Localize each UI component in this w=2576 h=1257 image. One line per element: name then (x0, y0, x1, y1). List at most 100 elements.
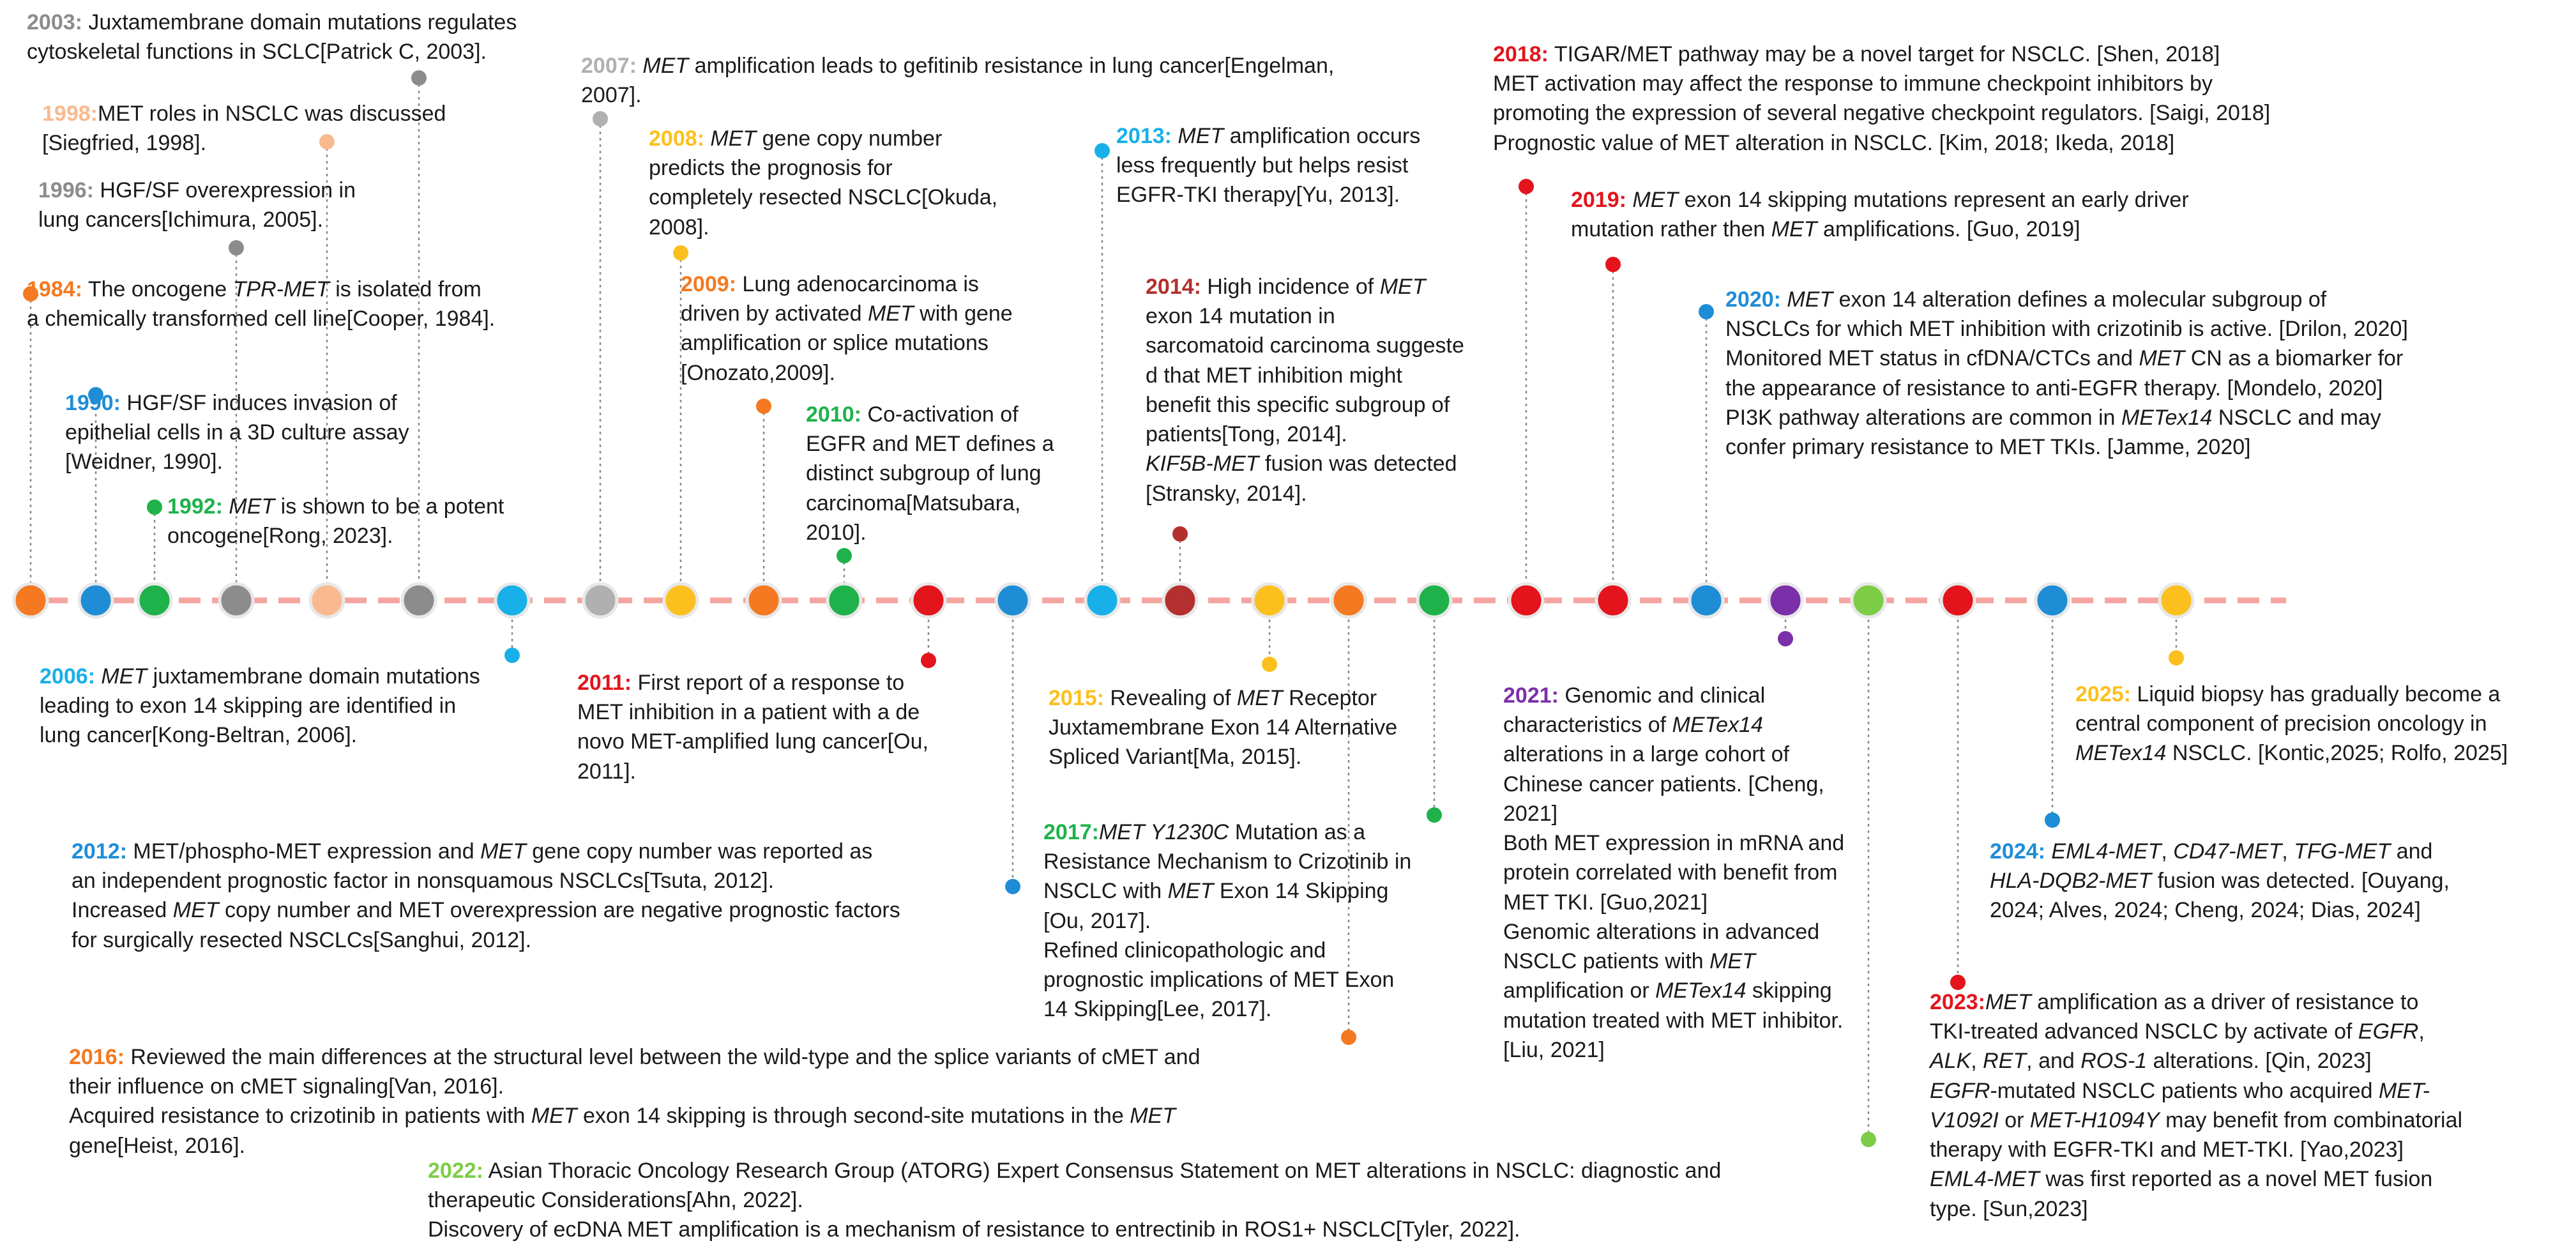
timeline-node (826, 582, 863, 619)
event-marker-dot (1262, 657, 1277, 672)
timeline-node (308, 582, 345, 619)
event-text-line: d that MET inhibition might (1146, 363, 1402, 388)
event-1990: 1990: HGF/SF induces invasion of epitheli… (65, 388, 409, 477)
event-marker-dot (1172, 526, 1188, 542)
event-text-line: 2007]. (581, 83, 642, 108)
event-marker-dot (411, 70, 427, 86)
event-text-line: Genomic alterations in advanced (1503, 919, 1820, 944)
event-marker-dot (147, 499, 162, 515)
event-2022: 2022: Asian Thoracic Oncology Research G… (428, 1156, 1721, 1245)
event-text-line: EGFR and MET defines a (806, 432, 1054, 457)
event-text-line: MET exon 14 alteration defines a molecul… (1787, 287, 2327, 312)
event-text-line: gene[Heist, 2016]. (69, 1133, 245, 1158)
event-2017: 2017:MET Y1230C Mutation as a Resistance … (1043, 818, 1411, 1025)
event-text-line: characteristics of METex14 (1503, 713, 1763, 738)
event-marker-dot (1699, 304, 1714, 319)
event-text-line: HGF/SF overexpression in (100, 178, 356, 202)
event-text-line: MET TKI. [Guo,2021] (1503, 890, 1708, 915)
event-text-line: Asian Thoracic Oncology Research Group (… (488, 1159, 1722, 1183)
event-text-line: confer primary resistance to MET TKIs. [… (1725, 435, 2251, 460)
event-text-line: Both MET expression in mRNA and (1503, 831, 1845, 856)
event-2024: 2024: EML4-MET, CD47-MET, TFG-MET and HLA… (1990, 837, 2450, 926)
event-marker-dot (673, 245, 688, 261)
event-text-line: driven by activated MET with gene (681, 301, 1013, 326)
event-text-line: 14 Skipping[Lee, 2017]. (1043, 997, 1272, 1022)
event-text-line: [Onozato,2009]. (681, 360, 835, 385)
event-text-line: EGFR-TKI therapy[Yu, 2013]. (1116, 183, 1400, 208)
event-text-line: NSCLC with MET Exon 14 Skipping (1043, 879, 1389, 904)
timeline-dots (12, 70, 2195, 1147)
event-text-line: Juxtamembrane Exon 14 Alternative (1049, 715, 1398, 740)
event-1998: 1998:MET roles in NSCLC was discussed [Si… (42, 99, 446, 158)
event-text-line: [Stransky, 2014]. (1146, 481, 1307, 506)
event-marker-dot (1605, 257, 1621, 272)
event-text-line: cytoskeletal functions in SCLC[Patrick C… (27, 40, 487, 65)
event-text-line: V1092I or MET-H1094Y may benefit from co… (1930, 1108, 2463, 1132)
event-marker-dot (921, 653, 936, 668)
event-text-line: HGF/SF induces invasion of (126, 391, 397, 415)
event-text-line: MET inhibition in a patient with a de (577, 700, 920, 725)
event-text-line: PI3K pathway alterations are common in M… (1725, 405, 2381, 430)
event-text-line: a chemically transformed cell line[Coope… (27, 307, 496, 331)
event-text-line: MET/phospho-MET expression and MET gene … (133, 839, 873, 864)
event-2010: 2010: Co-activation of EGFR and MET defin… (806, 400, 1054, 547)
event-2008: 2008: MET gene copy number predicts the p… (649, 124, 997, 242)
event-text-line: NSCLC patients with MET (1503, 949, 1755, 974)
event-text-line: TIGAR/MET pathway may be a novel target … (1554, 42, 2220, 66)
event-text-line: METex14 NSCLC. [Kontic,2025; Rolfo, 2025… (2075, 741, 2508, 766)
event-marker-dot (23, 286, 38, 301)
event-text-line: MET Y1230C Mutation as a (1098, 820, 1365, 844)
event-text-line: MET exon 14 skipping mutations represent… (1632, 188, 2189, 212)
event-marker-dot (2045, 812, 2060, 828)
timeline-node (2034, 582, 2071, 619)
event-marker-dot (2169, 650, 2184, 666)
event-text-line: 2024; Alves, 2024; Cheng, 2024; Dias, 20… (1990, 898, 2421, 923)
event-text-line: patients[Tong, 2014]. (1146, 422, 1347, 447)
event-2012: 2012: MET/phospho-MET expression and MET… (72, 837, 900, 955)
event-marker-dot (1519, 179, 1534, 194)
timeline-node (1939, 582, 1976, 619)
event-text-line: oncogene[Rong, 2023]. (167, 524, 393, 549)
timeline-node (2158, 582, 2195, 619)
event-2021: 2021: Genomic and clinical characteristic… (1503, 681, 1844, 1065)
timeline-node (1251, 582, 1288, 619)
event-text-line: [Weidner, 1990]. (65, 450, 223, 475)
event-text-line: MET activation may affect the response t… (1493, 72, 2213, 96)
timeline-node (494, 582, 531, 619)
event-text-line: EGFR-mutated NSCLC patients who acquired… (1930, 1078, 2430, 1103)
event-text-line: Monitored MET status in cfDNA/CTCs and M… (1725, 346, 2404, 371)
event-text-line: High incidence of MET (1207, 275, 1426, 299)
event-2011: 2011: First report of a response to MET i… (577, 668, 928, 786)
event-text-line: Reviewed the main differences at the str… (130, 1045, 1201, 1069)
event-text-line: Lung adenocarcinoma is (742, 272, 979, 296)
timeline-node (745, 582, 782, 619)
event-text-line: alterations in a large cohort of (1503, 742, 1789, 767)
event-text-line: the appearance of resistance to anti-EGF… (1725, 376, 2383, 400)
event-marker-dot (756, 399, 771, 414)
event-text-line: MET is shown to be a potent (229, 494, 504, 519)
event-1984: 1984: The oncogene TPR-MET is isolated f… (27, 275, 495, 333)
event-text-line: 2008]. (649, 215, 709, 240)
event-1996: 1996: HGF/SF overexpression in lung cance… (38, 176, 356, 234)
event-2019: 2019: MET exon 14 skipping mutations rep… (1571, 185, 2189, 244)
event-text-line: Resistance Mechanism to Crizotinib in (1043, 849, 1412, 874)
event-text-line: distinct subgroup of lung (806, 461, 1042, 486)
event-text-line: benefit this specific subgroup of (1146, 392, 1450, 417)
event-text-line: for surgically resected NSCLCs[Sanghui, … (72, 927, 532, 952)
timeline-node (662, 582, 699, 619)
event-text-line: promoting the expression of several nega… (1493, 101, 2271, 126)
event-text-line: amplification or splice mutations (681, 331, 989, 356)
event-marker-dot (1095, 143, 1110, 158)
event-2013: 2013: MET amplification occurs less frequ… (1116, 121, 1420, 210)
event-text-line: Co-activation of (867, 402, 1019, 427)
event-text-line: 2010]. (806, 520, 867, 545)
timeline-node (1162, 582, 1199, 619)
event-text-line: lung cancer[Kong-Beltran, 2006]. (40, 723, 358, 748)
event-text-line: Discovery of ecDNA MET amplification is … (428, 1217, 1520, 1242)
event-text-line: 2011]. (577, 759, 637, 784)
event-text-line: predicts the prognosis for (649, 156, 893, 181)
event-text-line: First report of a response to (637, 671, 905, 695)
event-text-line: mutation rather then MET amplifications.… (1571, 217, 2080, 242)
timeline-node (1508, 582, 1545, 619)
